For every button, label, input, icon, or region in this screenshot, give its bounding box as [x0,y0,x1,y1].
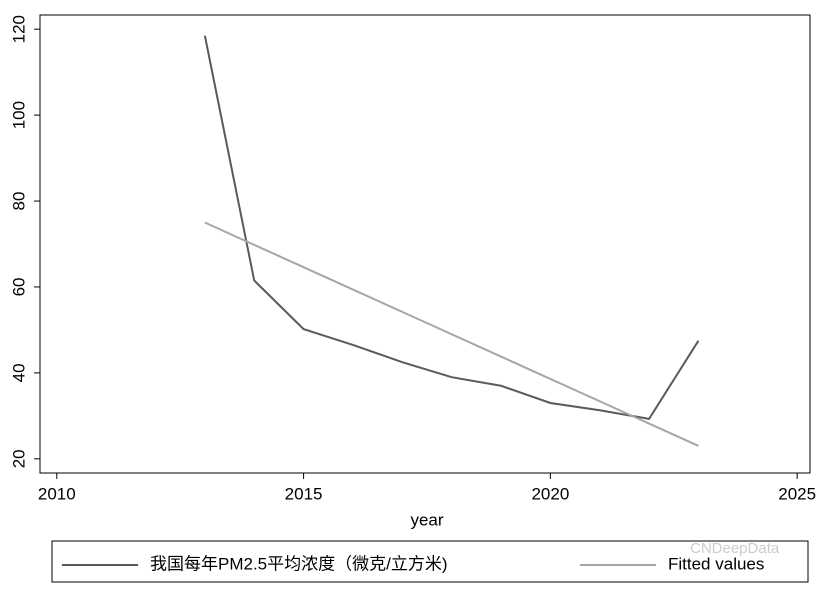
data-line [204,221,699,447]
plot-frame [39,14,811,474]
x-tick-label: 2020 [531,484,569,503]
watermark: CNDeepData [690,540,780,557]
legend-box [51,540,809,583]
y-tick-label: 20 [9,449,28,468]
y-tick-label: 60 [9,278,28,297]
y-tick-label: 80 [9,192,28,211]
y-tick-label: 120 [9,15,28,43]
x-tick-label: 2010 [38,484,76,503]
x-tick-label: 2015 [285,484,323,503]
data-line [203,35,700,420]
legend-label: 我国每年PM2.5平均浓度（微克/立方米) [150,554,448,573]
x-tick-label: 2025 [778,484,816,503]
y-tick-label: 40 [9,363,28,382]
y-tick-label: 100 [9,101,28,129]
x-axis-label: year [410,510,443,529]
legend-label: Fitted values [668,554,764,573]
